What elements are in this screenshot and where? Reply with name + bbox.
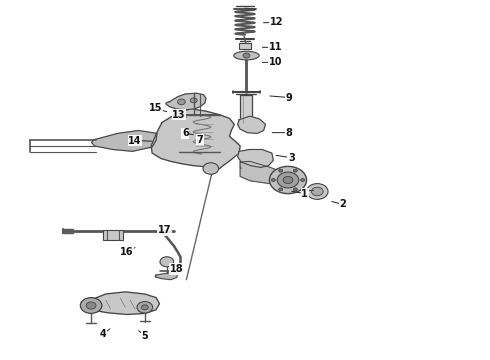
Circle shape xyxy=(203,163,219,174)
Text: 4: 4 xyxy=(100,329,107,339)
Bar xyxy=(240,95,252,124)
Text: 8: 8 xyxy=(286,128,293,138)
Text: 1: 1 xyxy=(301,189,308,199)
Circle shape xyxy=(270,166,307,194)
Circle shape xyxy=(243,53,250,58)
Text: 14: 14 xyxy=(128,136,142,145)
Polygon shape xyxy=(151,109,240,170)
Circle shape xyxy=(301,179,305,181)
Polygon shape xyxy=(238,116,266,134)
Circle shape xyxy=(312,187,323,196)
Circle shape xyxy=(307,184,328,199)
Text: 2: 2 xyxy=(340,199,346,210)
Circle shape xyxy=(160,257,173,267)
Text: 6: 6 xyxy=(182,129,189,138)
Polygon shape xyxy=(240,161,279,184)
Text: 5: 5 xyxy=(142,331,148,341)
Text: 16: 16 xyxy=(120,247,133,257)
Text: 9: 9 xyxy=(286,93,293,103)
Circle shape xyxy=(294,169,297,172)
Circle shape xyxy=(279,169,283,172)
Text: 7: 7 xyxy=(196,135,203,145)
Polygon shape xyxy=(81,292,159,315)
Ellipse shape xyxy=(234,51,259,60)
Text: 11: 11 xyxy=(269,42,282,52)
Text: 3: 3 xyxy=(288,153,295,163)
Circle shape xyxy=(80,298,102,314)
Circle shape xyxy=(271,179,275,181)
Text: 12: 12 xyxy=(270,17,284,27)
Polygon shape xyxy=(166,93,206,110)
Circle shape xyxy=(142,305,148,310)
Circle shape xyxy=(294,188,297,191)
Polygon shape xyxy=(155,271,177,280)
Polygon shape xyxy=(238,149,273,167)
Circle shape xyxy=(277,172,299,188)
Circle shape xyxy=(283,176,293,184)
Bar xyxy=(239,43,251,49)
Text: 13: 13 xyxy=(172,110,186,120)
Circle shape xyxy=(137,302,153,313)
Circle shape xyxy=(86,302,96,309)
Circle shape xyxy=(279,188,283,191)
Bar xyxy=(103,230,123,240)
Text: 15: 15 xyxy=(149,103,163,113)
Text: 17: 17 xyxy=(158,225,171,235)
Circle shape xyxy=(190,98,197,103)
Circle shape xyxy=(177,99,185,105)
Polygon shape xyxy=(92,131,157,151)
Text: 10: 10 xyxy=(269,57,282,67)
Text: 18: 18 xyxy=(170,264,183,274)
